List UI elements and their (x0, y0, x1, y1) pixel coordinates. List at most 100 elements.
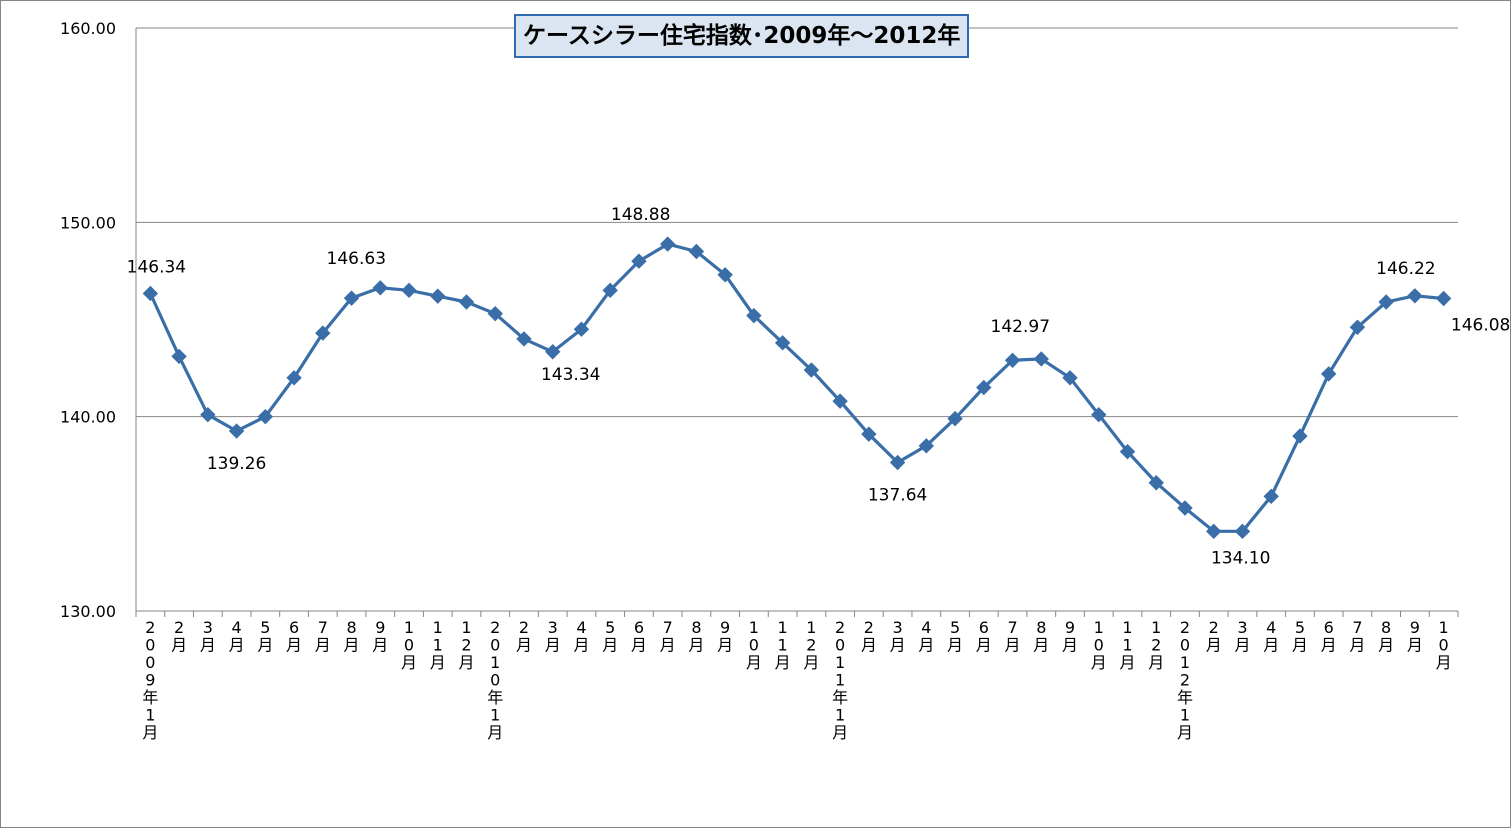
data-point-marker (1349, 319, 1366, 335)
data-point-marker (631, 253, 647, 269)
data-point-marker (659, 236, 676, 252)
data-label: 146.22 (1376, 259, 1435, 279)
data-point-marker (487, 305, 503, 322)
data-point-marker (257, 408, 274, 425)
data-point-marker (1177, 500, 1193, 516)
data-point-marker (1148, 475, 1164, 491)
y-tick-label: 150.00 (60, 213, 116, 232)
data-point-marker (286, 370, 302, 386)
data-point-marker (889, 454, 906, 471)
data-point-marker (832, 393, 848, 409)
y-tick-label: 140.00 (60, 408, 116, 427)
data-point-marker (458, 294, 475, 310)
data-label: 134.10 (1211, 548, 1270, 568)
data-point-marker (573, 321, 590, 337)
data-point-marker (774, 335, 791, 351)
data-point-marker (861, 426, 877, 442)
data-label: 143.34 (541, 365, 600, 385)
data-label: 146.34 (127, 257, 186, 277)
data-point-marker (717, 267, 733, 283)
data-point-marker (1062, 370, 1078, 386)
data-point-marker (142, 285, 159, 302)
data-point-marker (1407, 288, 1423, 304)
data-point-marker (688, 243, 705, 260)
data-label: 146.63 (327, 249, 386, 269)
data-point-marker (1119, 443, 1136, 460)
data-point-marker (746, 307, 762, 324)
data-point-marker (1033, 351, 1049, 367)
chart-title: ケースシラー住宅指数･2009年～2012年 (514, 14, 970, 58)
data-point-marker (516, 331, 532, 347)
data-point-marker (918, 438, 935, 454)
y-tick-label: 160.00 (60, 19, 116, 38)
data-point-marker (602, 282, 618, 299)
data-label: 137.64 (868, 486, 927, 506)
data-point-marker (1091, 407, 1107, 423)
data-point-marker (401, 282, 417, 299)
data-point-marker (1292, 428, 1308, 444)
series-line (148, 242, 1444, 533)
data-point-marker (1263, 488, 1279, 505)
data-point-marker (1004, 352, 1021, 369)
data-point-marker (372, 280, 388, 296)
data-point-marker (228, 423, 245, 439)
data-point-marker (171, 348, 187, 365)
data-label: 142.97 (991, 317, 1050, 337)
data-point-marker (1435, 290, 1452, 307)
data-point-marker (545, 344, 561, 360)
y-tick-label: 130.00 (60, 602, 116, 621)
data-label: 139.26 (207, 454, 266, 474)
data-point-marker (803, 362, 820, 378)
data-point-marker (315, 325, 331, 341)
data-point-marker (1378, 294, 1394, 310)
data-point-marker (947, 410, 963, 427)
data-point-marker (1206, 523, 1222, 540)
data-label: 146.08 (1451, 316, 1510, 336)
data-point-marker (1234, 523, 1251, 540)
data-point-marker (430, 288, 446, 304)
